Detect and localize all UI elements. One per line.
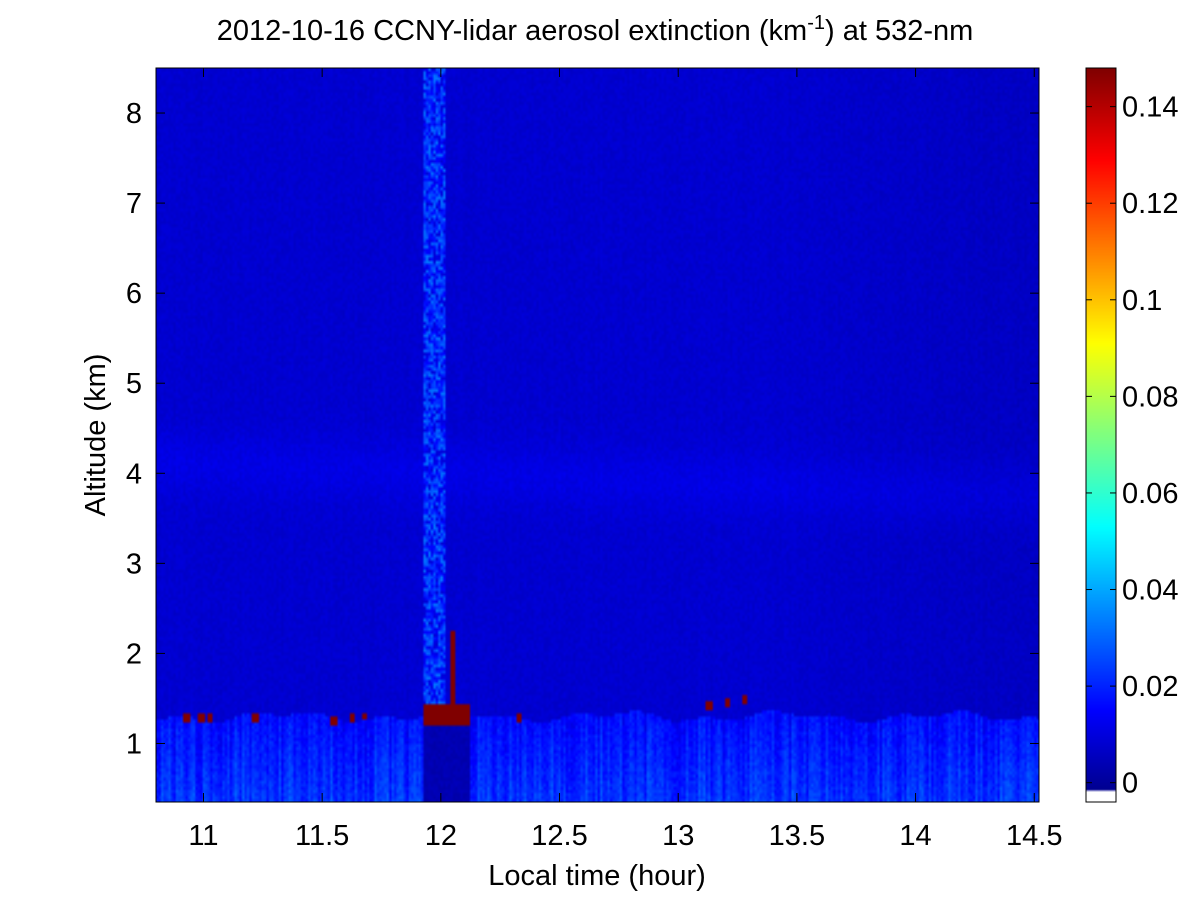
colorbar-tick-label: 0.14 bbox=[1122, 92, 1178, 124]
colorbar-tick-label: 0.12 bbox=[1122, 188, 1178, 220]
y-tick-label: 4 bbox=[126, 458, 142, 490]
colorbar-tick-label: 0.02 bbox=[1122, 671, 1178, 703]
colorbar-tick-label: 0 bbox=[1122, 768, 1138, 800]
colorbar-tick-label: 0.1 bbox=[1122, 285, 1162, 317]
plot-area bbox=[155, 67, 1040, 803]
x-tick-label: 13.5 bbox=[769, 820, 825, 852]
x-tick-label: 12 bbox=[425, 820, 457, 852]
colorbar-tick-label: 0.06 bbox=[1122, 478, 1178, 510]
chart-title-main: 2012-10-16 CCNY-lidar aerosol extinction… bbox=[217, 15, 807, 47]
x-axis-label: Local time (hour) bbox=[488, 860, 706, 892]
x-tick-label: 14.5 bbox=[1006, 820, 1062, 852]
colorbar-frame bbox=[1085, 67, 1117, 803]
y-axis-label: Altitude (km) bbox=[80, 354, 112, 517]
y-tick-label: 5 bbox=[126, 368, 142, 400]
x-tick-label: 11 bbox=[188, 820, 218, 852]
x-tick-label: 11.5 bbox=[295, 820, 349, 852]
colorbar-tick-label: 0.08 bbox=[1122, 381, 1178, 413]
chart-title-sup: -1 bbox=[807, 12, 825, 34]
y-tick-label: 3 bbox=[126, 548, 142, 580]
heatmap-image bbox=[156, 68, 1039, 802]
colorbar-gradient bbox=[1086, 68, 1116, 802]
x-tick-label: 12.5 bbox=[531, 820, 587, 852]
y-tick-label: 7 bbox=[126, 188, 142, 220]
y-tick-label: 1 bbox=[126, 728, 142, 760]
colorbar: 0 0.02 0.04 0.06 0.08 0.1 0.12 0.14 bbox=[1085, 67, 1178, 803]
y-tick-label: 2 bbox=[126, 638, 142, 670]
chart-title-tail: ) at 532-nm bbox=[825, 15, 973, 47]
chart-title: 2012-10-16 CCNY-lidar aerosol extinction… bbox=[217, 12, 974, 47]
y-tick-label: 6 bbox=[126, 278, 142, 310]
colorbar-ticks: 0 0.02 0.04 0.06 0.08 0.1 0.12 0.14 bbox=[1086, 92, 1178, 800]
x-tick-label: 14 bbox=[899, 820, 931, 852]
plot-frame bbox=[155, 67, 1040, 803]
x-tick-label: 13 bbox=[662, 820, 694, 852]
y-tick-label: 8 bbox=[126, 98, 142, 130]
x-axis-ticks: 11 11.5 12 12.5 13 13.5 14 14.5 bbox=[188, 68, 1062, 852]
colorbar-tick-label: 0.04 bbox=[1122, 575, 1178, 607]
y-axis-ticks: 1 2 3 4 5 6 7 8 bbox=[126, 98, 1039, 760]
